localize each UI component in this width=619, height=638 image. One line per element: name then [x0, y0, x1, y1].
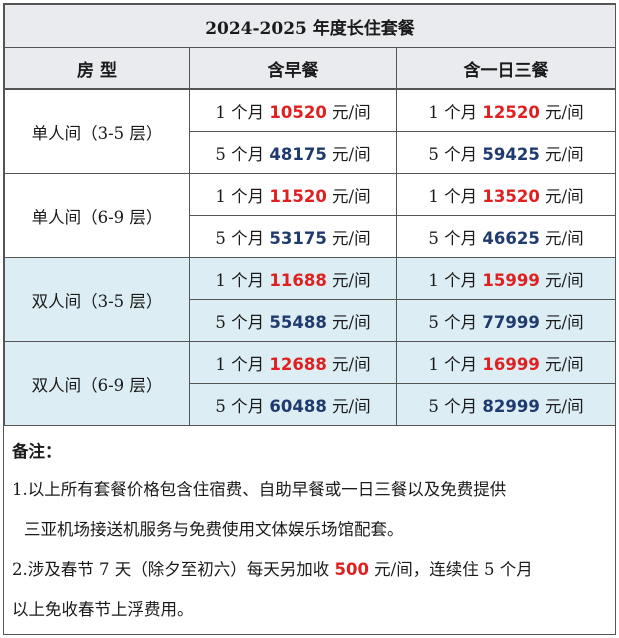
notes-section: 备注： 1.以上所有套餐价格包含住宿费、自助早餐或一日三餐以及免费提供 三亚机场…: [4, 426, 615, 630]
price-cell: 5 个月 46625 元/间: [396, 215, 616, 258]
price-cell: 1 个月 15999 元/间: [396, 257, 616, 300]
header-three-meals: 含一日三餐: [396, 47, 616, 89]
header-room: 房 型: [4, 47, 190, 89]
title-row: 2024-2025 年度长住套餐: [4, 4, 616, 48]
price-cell: 1 个月 10520 元/间: [189, 89, 397, 132]
price-cell: 1 个月 12688 元/间: [189, 341, 397, 384]
price-cell: 5 个月 53175 元/间: [189, 215, 397, 258]
price-value: 55488: [269, 312, 327, 332]
price-value: 12688: [269, 354, 327, 374]
unit-label: 元/间: [326, 396, 371, 416]
duration-label: 1 个月: [428, 270, 483, 290]
duration-label: 5 个月: [215, 312, 270, 332]
table-row: 5 个月 60488 元/间 5 个月 82999 元/间: [5, 383, 616, 426]
price-value: 53175: [269, 228, 327, 248]
price-value: 59425: [482, 144, 540, 164]
package-table-frame: 2024-2025 年度长住套餐 房 型 含早餐 含一日三餐 单人间（3-5 层…: [3, 3, 616, 635]
price-value: 48175: [269, 144, 327, 164]
duration-label: 1 个月: [215, 102, 270, 122]
price-value: 46625: [482, 228, 540, 248]
unit-label: 元/间: [539, 228, 584, 248]
price-cell: 1 个月 13520 元/间: [396, 173, 616, 216]
price-cell: 5 个月 55488 元/间: [189, 299, 397, 342]
unit-label: 元/间: [326, 144, 371, 164]
unit-label: 元/间: [539, 270, 584, 290]
unit-label: 元/间: [539, 312, 584, 332]
unit-label: 元/间: [539, 396, 584, 416]
price-cell: 5 个月 48175 元/间: [189, 131, 397, 174]
notes-title: 备注：: [12, 442, 62, 461]
unit-label: 元/间: [326, 312, 371, 332]
unit-label: 元/间: [539, 186, 584, 206]
note-1-line-2: 三亚机场接送机服务与免费使用文体娱乐场馆配套。: [24, 520, 404, 539]
price-table-body: 单人间（3-5 层） 1 个月 10520 元/间 1 个月 12520 元/间 5 …: [4, 89, 616, 426]
price-value: 15999: [482, 270, 540, 290]
duration-label: 5 个月: [215, 396, 270, 416]
note-2-surcharge: 500: [334, 560, 369, 579]
price-cell: 1 个月 16999 元/间: [396, 341, 616, 384]
duration-label: 1 个月: [215, 270, 270, 290]
duration-label: 1 个月: [428, 186, 483, 206]
header-row: 房 型 含早餐 含一日三餐: [4, 47, 616, 89]
price-value: 77999: [482, 312, 540, 332]
price-value: 16999: [482, 354, 540, 374]
price-cell: 5 个月 60488 元/间: [189, 383, 397, 426]
unit-label: 元/间: [326, 354, 371, 374]
room-type: 单人间（3-5 层）: [4, 89, 190, 174]
note-2-suffix: 元/间，连续住 5 个月: [368, 560, 533, 579]
note-2-prefix: 2.涉及春节 7 天（除夕至初六）每天另加收: [12, 560, 335, 579]
duration-label: 1 个月: [428, 354, 483, 374]
price-value: 60488: [269, 396, 327, 416]
price-cell: 5 个月 59425 元/间: [396, 131, 616, 174]
price-cell: 5 个月 82999 元/间: [396, 383, 616, 426]
unit-label: 元/间: [539, 354, 584, 374]
unit-label: 元/间: [539, 102, 584, 122]
table-row: 单人间（6-9 层） 1 个月 11520 元/间 1 个月 13520 元/间: [4, 173, 616, 258]
price-value: 82999: [482, 396, 540, 416]
unit-label: 元/间: [326, 228, 371, 248]
price-value: 13520: [482, 186, 540, 206]
table-row: 5 个月 55488 元/间 5 个月 77999 元/间: [5, 299, 616, 342]
price-value: 10520: [269, 102, 327, 122]
header-breakfast: 含早餐: [189, 47, 397, 89]
unit-label: 元/间: [326, 102, 371, 122]
table-row: 双人间（6-9 层） 1 个月 12688 元/间 1 个月 16999 元/间: [4, 341, 616, 426]
table-row: 双人间（3-5 层） 1 个月 11688 元/间 1 个月 15999 元/间: [4, 257, 616, 342]
duration-label: 5 个月: [215, 228, 270, 248]
room-type: 双人间（3-5 层）: [4, 257, 190, 342]
duration-label: 5 个月: [215, 144, 270, 164]
note-1-line-1: 1.以上所有套餐价格包含住宿费、自助早餐或一日三餐以及免费提供: [12, 480, 507, 499]
duration-label: 5 个月: [428, 396, 483, 416]
room-type: 单人间（6-9 层）: [4, 173, 190, 258]
unit-label: 元/间: [539, 144, 584, 164]
price-cell: 1 个月 12520 元/间: [396, 89, 616, 132]
duration-label: 1 个月: [215, 186, 270, 206]
room-type: 双人间（6-9 层）: [4, 341, 190, 426]
note-2-line-2: 以上免收春节上浮费用。: [12, 600, 194, 619]
note-2-line-1: 2.涉及春节 7 天（除夕至初六）每天另加收 500 元/间，连续住 5 个月: [12, 550, 607, 590]
duration-label: 1 个月: [215, 354, 270, 374]
price-value: 12520: [482, 102, 540, 122]
duration-label: 5 个月: [428, 144, 483, 164]
table-title: 2024-2025 年度长住套餐: [4, 4, 616, 48]
price-value: 11688: [269, 270, 327, 290]
table-row: 单人间（3-5 层） 1 个月 10520 元/间 1 个月 12520 元/间: [4, 89, 616, 174]
price-cell: 1 个月 11688 元/间: [189, 257, 397, 300]
price-cell: 5 个月 77999 元/间: [396, 299, 616, 342]
package-table: 2024-2025 年度长住套餐 房 型 含早餐 含一日三餐: [4, 4, 616, 89]
unit-label: 元/间: [326, 186, 371, 206]
price-value: 11520: [269, 186, 327, 206]
duration-label: 1 个月: [428, 102, 483, 122]
duration-label: 5 个月: [428, 228, 483, 248]
unit-label: 元/间: [326, 270, 371, 290]
duration-label: 5 个月: [428, 312, 483, 332]
price-cell: 1 个月 11520 元/间: [189, 173, 397, 216]
